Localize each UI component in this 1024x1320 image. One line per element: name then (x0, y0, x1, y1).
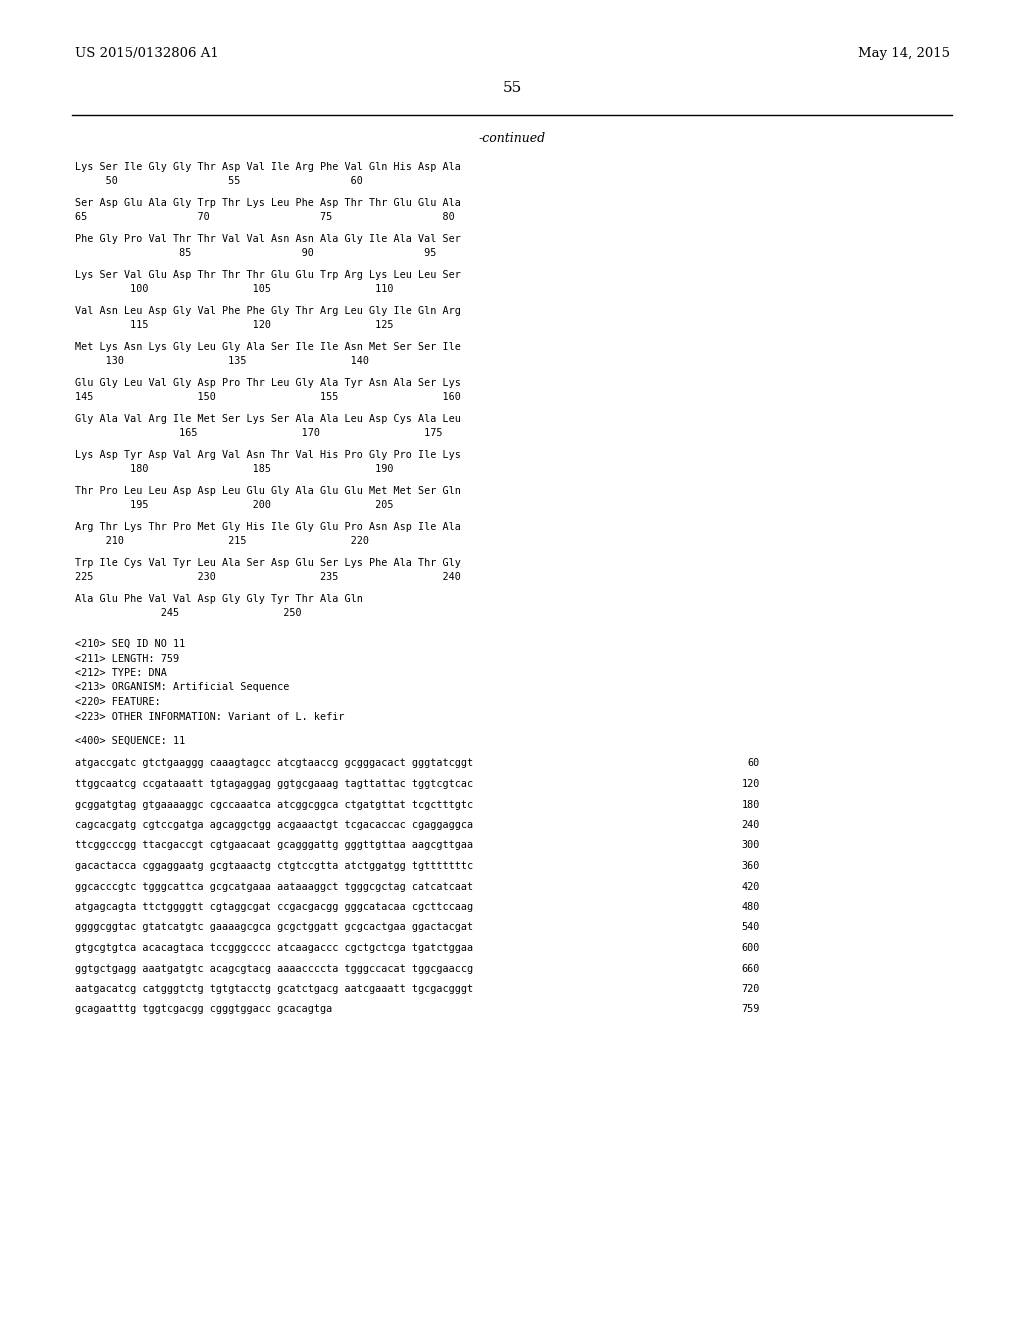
Text: 720: 720 (741, 983, 760, 994)
Text: ttggcaatcg ccgataaatt tgtagaggag ggtgcgaaag tagttattac tggtcgtcac: ttggcaatcg ccgataaatt tgtagaggag ggtgcga… (75, 779, 473, 789)
Text: 85                  90                  95: 85 90 95 (75, 248, 436, 259)
Text: ggcacccgtc tgggcattca gcgcatgaaa aataaaggct tgggcgctag catcatcaat: ggcacccgtc tgggcattca gcgcatgaaa aataaag… (75, 882, 473, 891)
Text: 145                 150                 155                 160: 145 150 155 160 (75, 392, 461, 403)
Text: <400> SEQUENCE: 11: <400> SEQUENCE: 11 (75, 737, 185, 746)
Text: Ala Glu Phe Val Val Asp Gly Gly Tyr Thr Ala Gln: Ala Glu Phe Val Val Asp Gly Gly Tyr Thr … (75, 594, 362, 605)
Text: gacactacca cggaggaatg gcgtaaactg ctgtccgtta atctggatgg tgtttttttc: gacactacca cggaggaatg gcgtaaactg ctgtccg… (75, 861, 473, 871)
Text: <211> LENGTH: 759: <211> LENGTH: 759 (75, 653, 179, 664)
Text: gcggatgtag gtgaaaaggc cgccaaatca atcggcggca ctgatgttat tcgctttgtc: gcggatgtag gtgaaaaggc cgccaaatca atcggcg… (75, 800, 473, 809)
Text: Met Lys Asn Lys Gly Leu Gly Ala Ser Ile Ile Asn Met Ser Ser Ile: Met Lys Asn Lys Gly Leu Gly Ala Ser Ile … (75, 342, 461, 352)
Text: <213> ORGANISM: Artificial Sequence: <213> ORGANISM: Artificial Sequence (75, 682, 290, 693)
Text: 120: 120 (741, 779, 760, 789)
Text: 540: 540 (741, 923, 760, 932)
Text: Lys Asp Tyr Asp Val Arg Val Asn Thr Val His Pro Gly Pro Ile Lys: Lys Asp Tyr Asp Val Arg Val Asn Thr Val … (75, 450, 461, 459)
Text: <212> TYPE: DNA: <212> TYPE: DNA (75, 668, 167, 678)
Text: atgaccgatc gtctgaaggg caaagtagcc atcgtaaccg gcgggacact gggtatcggt: atgaccgatc gtctgaaggg caaagtagcc atcgtaa… (75, 759, 473, 768)
Text: Val Asn Leu Asp Gly Val Phe Phe Gly Thr Arg Leu Gly Ile Gln Arg: Val Asn Leu Asp Gly Val Phe Phe Gly Thr … (75, 306, 461, 315)
Text: 660: 660 (741, 964, 760, 974)
Text: 240: 240 (741, 820, 760, 830)
Text: ggggcggtac gtatcatgtc gaaaagcgca gcgctggatt gcgcactgaa ggactacgat: ggggcggtac gtatcatgtc gaaaagcgca gcgctgg… (75, 923, 473, 932)
Text: ttcggcccgg ttacgaccgt cgtgaacaat gcagggattg gggttgttaa aagcgttgaa: ttcggcccgg ttacgaccgt cgtgaacaat gcaggga… (75, 841, 473, 850)
Text: Thr Pro Leu Leu Asp Asp Leu Glu Gly Ala Glu Glu Met Met Ser Gln: Thr Pro Leu Leu Asp Asp Leu Glu Gly Ala … (75, 486, 461, 496)
Text: 300: 300 (741, 841, 760, 850)
Text: cagcacgatg cgtccgatga agcaggctgg acgaaactgt tcgacaccac cgaggaggca: cagcacgatg cgtccgatga agcaggctgg acgaaac… (75, 820, 473, 830)
Text: 245                 250: 245 250 (75, 609, 302, 619)
Text: 60: 60 (748, 759, 760, 768)
Text: 180: 180 (741, 800, 760, 809)
Text: Trp Ile Cys Val Tyr Leu Ala Ser Asp Glu Ser Lys Phe Ala Thr Gly: Trp Ile Cys Val Tyr Leu Ala Ser Asp Glu … (75, 558, 461, 568)
Text: US 2015/0132806 A1: US 2015/0132806 A1 (75, 46, 219, 59)
Text: 180                 185                 190: 180 185 190 (75, 465, 393, 474)
Text: 420: 420 (741, 882, 760, 891)
Text: aatgacatcg catgggtctg tgtgtacctg gcatctgacg aatcgaaatt tgcgacgggt: aatgacatcg catgggtctg tgtgtacctg gcatctg… (75, 983, 473, 994)
Text: <223> OTHER INFORMATION: Variant of L. kefir: <223> OTHER INFORMATION: Variant of L. k… (75, 711, 344, 722)
Text: 600: 600 (741, 942, 760, 953)
Text: 115                 120                 125: 115 120 125 (75, 321, 393, 330)
Text: ggtgctgagg aaatgatgtc acagcgtacg aaaaccccta tgggccacat tggcgaaccg: ggtgctgagg aaatgatgtc acagcgtacg aaaaccc… (75, 964, 473, 974)
Text: gcagaatttg tggtcgacgg cgggtggacc gcacagtga: gcagaatttg tggtcgacgg cgggtggacc gcacagt… (75, 1005, 332, 1015)
Text: Arg Thr Lys Thr Pro Met Gly His Ile Gly Glu Pro Asn Asp Ile Ala: Arg Thr Lys Thr Pro Met Gly His Ile Gly … (75, 521, 461, 532)
Text: <220> FEATURE:: <220> FEATURE: (75, 697, 161, 708)
Text: 165                 170                 175: 165 170 175 (75, 429, 442, 438)
Text: Phe Gly Pro Val Thr Thr Val Val Asn Asn Ala Gly Ile Ala Val Ser: Phe Gly Pro Val Thr Thr Val Val Asn Asn … (75, 234, 461, 244)
Text: May 14, 2015: May 14, 2015 (858, 46, 950, 59)
Text: Lys Ser Val Glu Asp Thr Thr Thr Glu Glu Trp Arg Lys Leu Leu Ser: Lys Ser Val Glu Asp Thr Thr Thr Glu Glu … (75, 271, 461, 280)
Text: 210                 215                 220: 210 215 220 (75, 536, 369, 546)
Text: 50                  55                  60: 50 55 60 (75, 177, 362, 186)
Text: Ser Asp Glu Ala Gly Trp Thr Lys Leu Phe Asp Thr Thr Glu Glu Ala: Ser Asp Glu Ala Gly Trp Thr Lys Leu Phe … (75, 198, 461, 209)
Text: 195                 200                 205: 195 200 205 (75, 500, 393, 511)
Text: Gly Ala Val Arg Ile Met Ser Lys Ser Ala Ala Leu Asp Cys Ala Leu: Gly Ala Val Arg Ile Met Ser Lys Ser Ala … (75, 414, 461, 424)
Text: 360: 360 (741, 861, 760, 871)
Text: 130                 135                 140: 130 135 140 (75, 356, 369, 367)
Text: <210> SEQ ID NO 11: <210> SEQ ID NO 11 (75, 639, 185, 649)
Text: 759: 759 (741, 1005, 760, 1015)
Text: Lys Ser Ile Gly Gly Thr Asp Val Ile Arg Phe Val Gln His Asp Ala: Lys Ser Ile Gly Gly Thr Asp Val Ile Arg … (75, 162, 461, 172)
Text: -continued: -continued (478, 132, 546, 144)
Text: 65                  70                  75                  80: 65 70 75 80 (75, 213, 455, 223)
Text: Glu Gly Leu Val Gly Asp Pro Thr Leu Gly Ala Tyr Asn Ala Ser Lys: Glu Gly Leu Val Gly Asp Pro Thr Leu Gly … (75, 378, 461, 388)
Text: 55: 55 (503, 81, 521, 95)
Text: 100                 105                 110: 100 105 110 (75, 285, 393, 294)
Text: atgagcagta ttctggggtt cgtaggcgat ccgacgacgg gggcatacaa cgcttccaag: atgagcagta ttctggggtt cgtaggcgat ccgacga… (75, 902, 473, 912)
Text: 225                 230                 235                 240: 225 230 235 240 (75, 573, 461, 582)
Text: 480: 480 (741, 902, 760, 912)
Text: gtgcgtgtca acacagtaca tccgggcccc atcaagaccc cgctgctcga tgatctggaa: gtgcgtgtca acacagtaca tccgggcccc atcaaga… (75, 942, 473, 953)
